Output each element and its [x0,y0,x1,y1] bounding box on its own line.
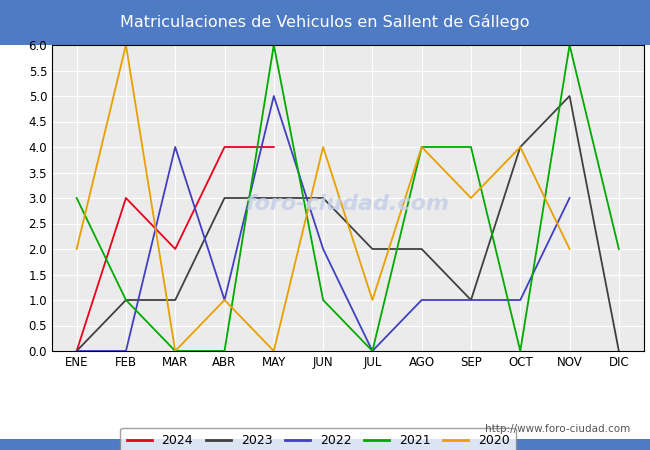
Legend: 2024, 2023, 2022, 2021, 2020: 2024, 2023, 2022, 2021, 2020 [120,428,516,450]
Text: Matriculaciones de Vehiculos en Sallent de Gállego: Matriculaciones de Vehiculos en Sallent … [120,14,530,31]
Text: http://www.foro-ciudad.com: http://www.foro-ciudad.com [486,424,630,434]
Text: foro-ciudad.com: foro-ciudad.com [246,194,450,214]
